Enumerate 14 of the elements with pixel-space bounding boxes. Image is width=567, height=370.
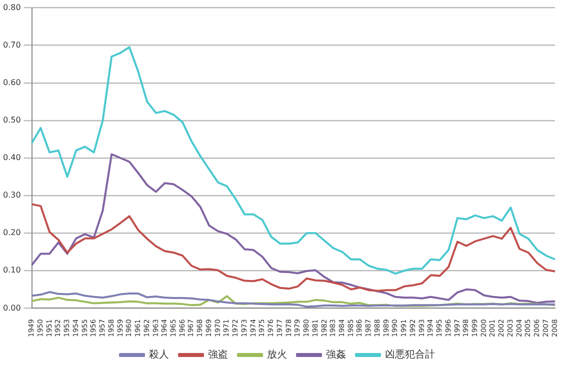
y-tick-label: 0.40: [3, 153, 21, 162]
y-tick-label: 0.60: [3, 78, 21, 87]
y-tick-label: 0.20: [3, 228, 21, 238]
y-tick-label: 0.80: [3, 2, 21, 12]
y-tick-label: 0.10: [3, 266, 21, 275]
legend-label: 放火: [267, 348, 287, 361]
legend-label: 強姦: [326, 348, 346, 361]
y-tick-label: 0.00: [3, 303, 21, 312]
y-tick-label: 0.30: [3, 190, 21, 200]
y-tick-label: 0.70: [3, 40, 21, 50]
legend-label: 凶悪犯合計: [385, 348, 435, 361]
y-tick-label: 0.50: [3, 116, 21, 125]
legend-label: 強盗: [208, 348, 228, 361]
legend-label: 殺人: [149, 348, 169, 361]
